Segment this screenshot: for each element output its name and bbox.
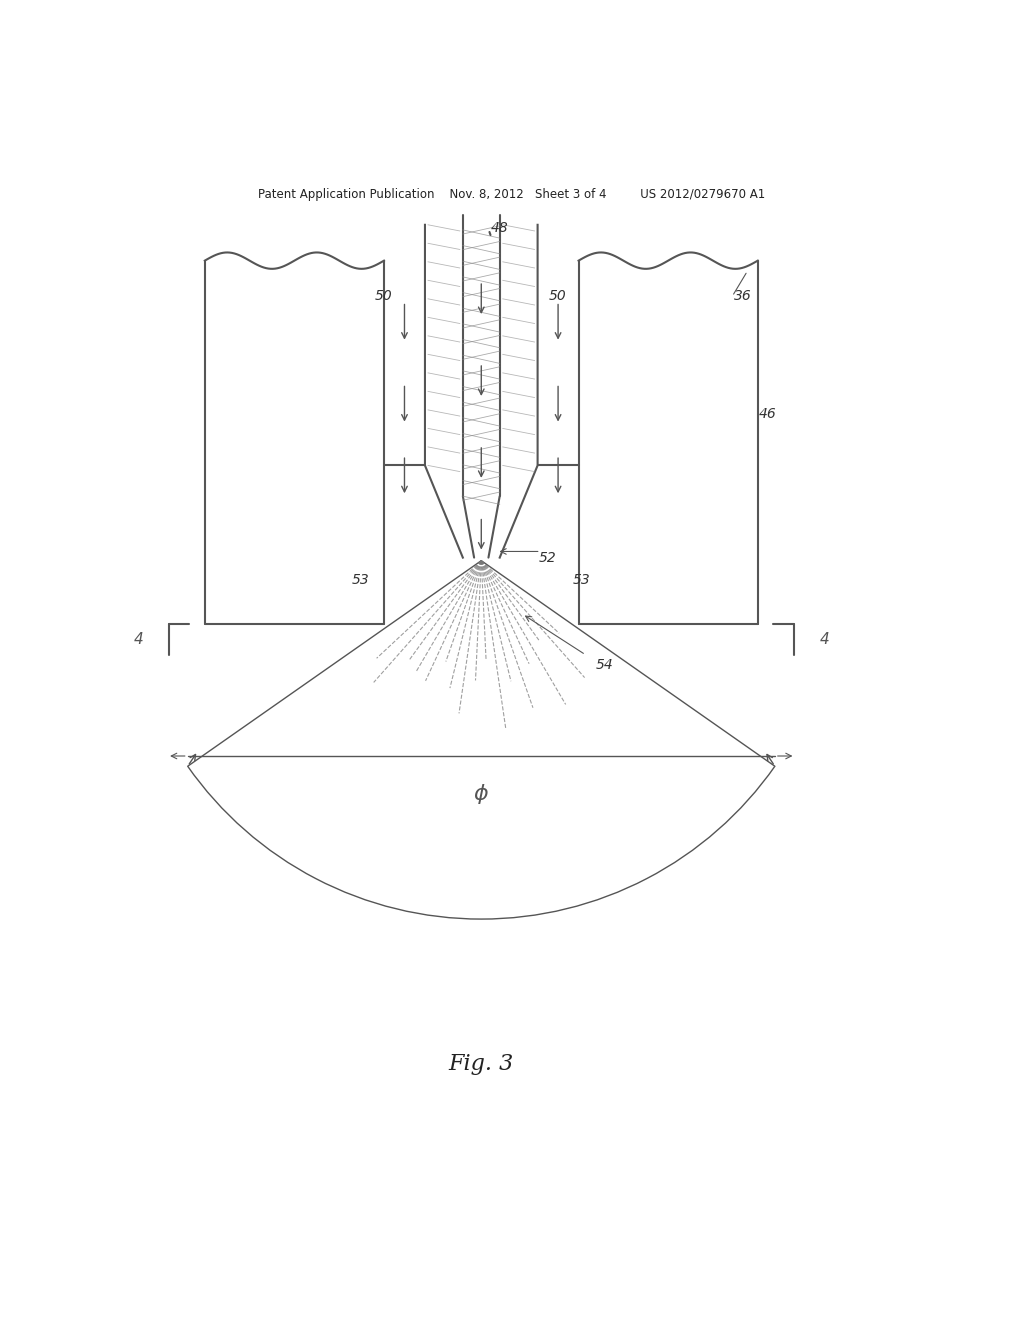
Text: 4: 4 [819, 632, 829, 647]
Text: 50: 50 [375, 289, 393, 304]
Text: 4: 4 [133, 632, 143, 647]
Text: 50: 50 [549, 289, 567, 304]
Text: 52: 52 [539, 550, 557, 565]
Text: 54: 54 [595, 659, 613, 672]
Text: Patent Application Publication    Nov. 8, 2012   Sheet 3 of 4         US 2012/02: Patent Application Publication Nov. 8, 2… [258, 187, 766, 201]
Text: 36: 36 [733, 289, 752, 304]
Text: 53: 53 [572, 573, 591, 587]
Text: 53: 53 [351, 573, 370, 587]
Text: 48: 48 [490, 220, 509, 235]
Text: $\phi$: $\phi$ [473, 781, 489, 805]
Text: 46: 46 [759, 408, 777, 421]
Text: Fig. 3: Fig. 3 [449, 1053, 514, 1076]
